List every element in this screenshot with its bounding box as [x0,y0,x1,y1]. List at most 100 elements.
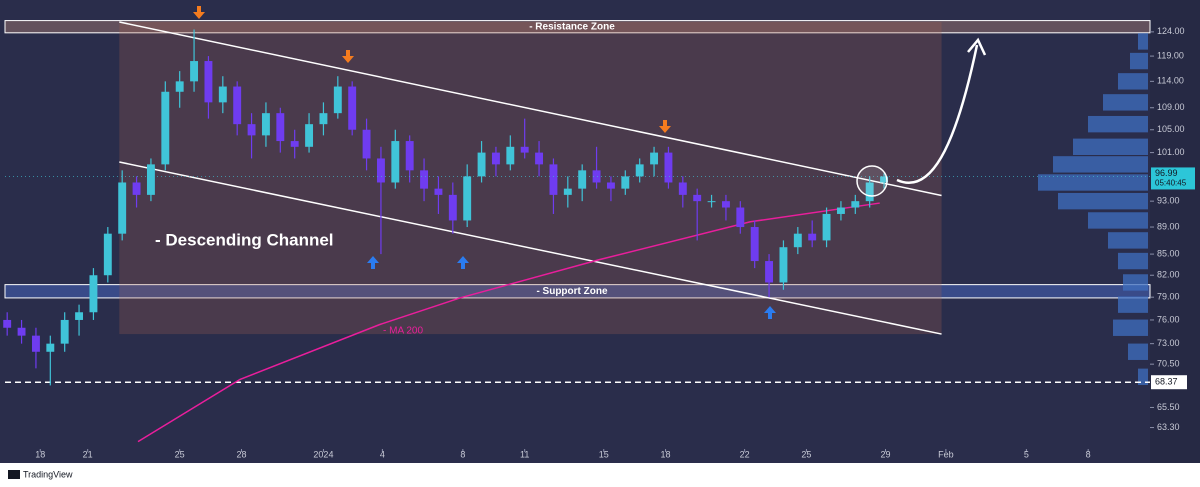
candle-body [650,152,659,165]
candle-body [693,194,702,202]
candle-body [17,327,26,336]
candle-body [333,86,342,114]
volume-profile-bar [1038,174,1148,191]
candle-body [391,141,400,183]
candle-body [405,141,414,171]
x-tick-label: 4 [380,449,385,459]
price-axis-background [1150,0,1200,463]
candle-body [103,233,112,276]
down-arrow-icon [342,50,354,63]
candle-body [736,207,745,228]
brand-logo [8,470,20,479]
candle-body [851,201,860,208]
volume-profile-bar [1103,94,1148,111]
level-label-box [1151,375,1187,390]
candle-body [118,182,127,234]
x-tick-label: 18 [35,449,45,459]
x-tick-label: 2024 [313,449,333,459]
volume-profile-bar [1130,52,1148,70]
candle-body [247,124,256,136]
candle-body [448,194,457,221]
y-tick-label: 76.00 [1157,314,1180,324]
front-layer: TradingView - Resistance Zone - Support Z… [8,6,1195,479]
candle-body [89,275,98,313]
candle-body [348,86,357,130]
y-tick-label: 70.50 [1157,359,1180,369]
down-arrow-icon [193,6,205,19]
y-tick-label: 105.00 [1157,124,1185,134]
candle-body [161,91,170,165]
countdown-label: 05:40:45 [1155,179,1187,188]
mid-layer [3,21,1150,443]
candle-body [290,141,299,147]
x-tick-label: 29 [880,449,890,459]
candle-body [31,335,40,352]
zone-label: - Resistance Zone [529,21,615,32]
back-layer [4,20,1151,386]
level-label: 68.37 [1155,377,1178,387]
candle-body [3,319,12,328]
y-tick-label: 93.00 [1157,196,1180,206]
candle-body [606,182,615,189]
candle-body [808,233,817,241]
x-tick-label: 11 [520,449,529,459]
volume-profile-bar [1108,232,1148,249]
candle-body [563,188,572,195]
volume-profile-bar [1128,343,1148,360]
candle-body [635,164,644,177]
volume-profile-bar [1118,73,1148,90]
candle-body [578,170,587,189]
projection-arrow [896,44,979,185]
x-tick-label: Feb [938,449,954,459]
candle-body [707,201,716,203]
candle-body [865,182,874,202]
brand-name: TradingView [23,469,73,479]
candle-body [477,152,486,177]
x-tick-label: 18 [661,449,671,459]
channel-label: - Descending Channel [155,230,334,249]
candle-body [836,207,845,214]
candle-body [506,146,515,165]
volume-profile-bar [1118,296,1148,313]
x-tick-label: 15 [599,449,609,459]
up-arrow-icon [367,256,379,269]
y-tick-label: 63.30 [1157,422,1180,432]
volume-profile-bar [1053,156,1148,173]
y-tick-label: 124.00 [1157,26,1185,36]
up-arrow-icon [764,306,776,319]
candle-body [420,170,429,189]
volume-profile-bar [1123,274,1148,291]
footer-background [0,463,1200,487]
y-tick-label: 82.00 [1157,270,1180,280]
last-price-label: 96.99 [1155,168,1178,178]
candle-body [678,182,687,195]
chart-background [0,0,1200,463]
volume-profile-bar [1138,368,1148,386]
candle-body [793,233,802,248]
x-tick-label: 22 [740,449,750,459]
last-price-box [1151,167,1195,190]
candle-body [535,152,544,165]
volume-profile-bar [1113,319,1148,336]
down-arrow-icon [659,120,671,133]
volume-profile-bar [1118,252,1148,270]
candle-body [779,247,788,283]
candle-body [664,152,673,183]
candle-body [75,312,84,320]
candle-body [822,213,831,241]
volume-profile-bar [1058,192,1148,210]
x-tick-label: 8 [1086,449,1091,459]
candle-body [463,176,472,221]
projection-arrow-head [967,37,987,56]
ma-line [137,202,880,443]
x-tick-label: 25 [801,449,811,459]
candle-body [362,129,371,159]
x-tick-label: 28 [236,449,246,459]
highlight-circle [856,165,888,197]
x-tick-label: 21 [83,449,93,459]
y-tick-label: 89.00 [1157,221,1180,231]
zone-label: - Support Zone [536,286,608,297]
candle-body [750,227,759,262]
y-tick-label: 65.50 [1157,402,1180,412]
candle-body [204,61,213,103]
